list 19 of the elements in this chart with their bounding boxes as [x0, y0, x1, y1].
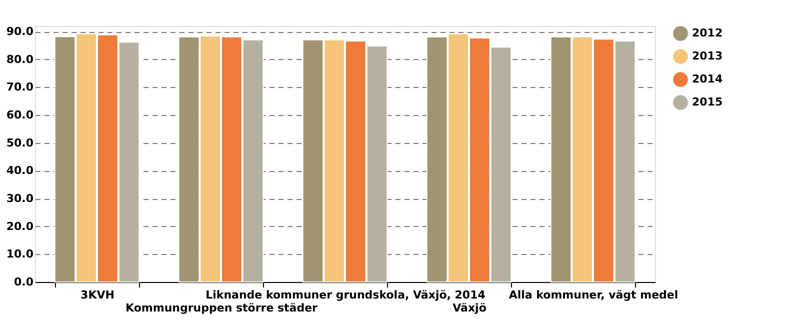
legend-label: 2013	[692, 50, 723, 62]
legend-label: 2015	[692, 96, 723, 108]
y-tick-label: 20.0	[6, 220, 34, 233]
y-tick-label: 80.0	[6, 52, 34, 66]
y-tick-label: 70.0	[6, 80, 34, 94]
y-tick-label: 60.0	[6, 108, 34, 122]
y-tick-label: 0.0	[14, 276, 34, 288]
y-tick-label: 90.0	[6, 25, 34, 38]
legend-label: 2012	[692, 26, 723, 40]
x-tick-label: Kommungruppen större städer	[126, 302, 318, 314]
y-tick-label: 40.0	[6, 164, 34, 178]
y-tick-label: 50.0	[6, 136, 34, 150]
y-tick-label: 10.0	[6, 248, 34, 261]
x-tick-label: Växjö	[452, 302, 487, 314]
legend-label: 2014	[692, 72, 723, 86]
x-tick-label: Liknande kommuner grundskola, Växjö, 2014	[206, 288, 486, 302]
y-tick-label: 30.0	[6, 192, 34, 206]
x-tick-label: Alla kommuner, vägt medel	[508, 288, 678, 302]
x-tick-label: 3KVH	[80, 288, 114, 302]
